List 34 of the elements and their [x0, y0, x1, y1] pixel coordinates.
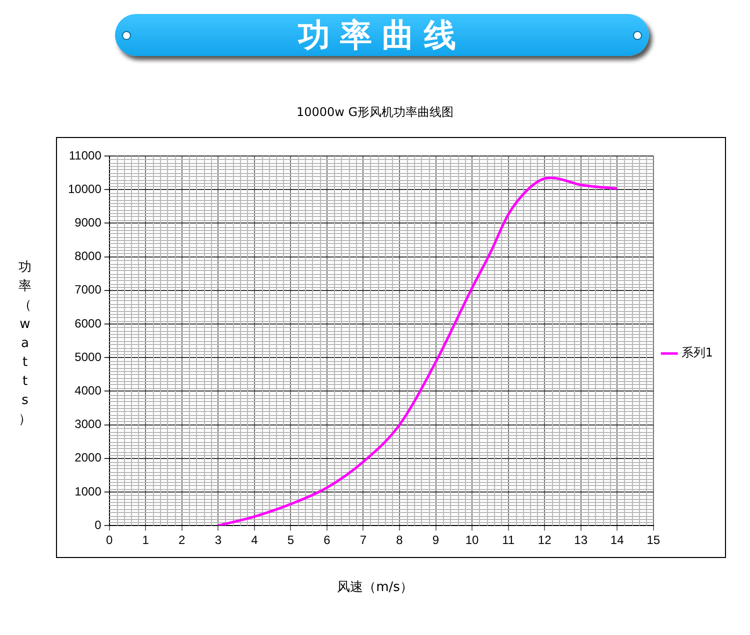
- y-tick-label: 11000: [68, 148, 102, 162]
- x-tick-label: 3: [214, 533, 222, 548]
- y-tick-label: 7000: [74, 282, 102, 297]
- x-tick-label: 2: [178, 533, 186, 548]
- y-tick-label: 9000: [74, 216, 102, 230]
- y-tick-label: 10000: [68, 182, 102, 196]
- y-tick-label: 4000: [74, 384, 102, 398]
- x-tick-label: 5: [287, 533, 294, 548]
- x-tick-label: 14: [610, 533, 624, 548]
- y-tick-label: 3000: [74, 417, 102, 432]
- y-tick-label: 0: [94, 518, 102, 532]
- y-tick-label: 5000: [74, 350, 102, 364]
- chart-subtitle: 10000w G形风机功率曲线图: [295, 104, 455, 121]
- line-series: [216, 176, 618, 526]
- x-tick-label: 4: [251, 533, 258, 548]
- x-tick-label: 12: [538, 533, 552, 548]
- y-tick-label: 2000: [74, 450, 102, 465]
- x-tick-label: 13: [574, 533, 588, 548]
- legend-label: 系列1: [681, 346, 714, 360]
- x-tick-label: 15: [646, 533, 660, 548]
- y-tick-label: 8000: [74, 249, 102, 264]
- x-tick-label: 7: [360, 533, 367, 548]
- x-tick-label: 6: [324, 533, 331, 548]
- y-tick-label: 1000: [74, 484, 102, 498]
- x-tick-label: 10: [465, 533, 480, 548]
- x-tick-label: 1: [142, 533, 150, 548]
- x-tick-label: 9: [432, 533, 440, 548]
- chart-title: 功率曲线: [298, 16, 466, 54]
- x-axis-title: 风速（m/s）: [336, 579, 414, 596]
- x-tick-label: 8: [396, 533, 404, 548]
- x-tick-label: 11: [502, 533, 515, 548]
- text: 功率（watts）: [18, 260, 32, 427]
- x-tick-label: 0: [106, 533, 114, 548]
- y-tick-label: 6000: [74, 316, 102, 330]
